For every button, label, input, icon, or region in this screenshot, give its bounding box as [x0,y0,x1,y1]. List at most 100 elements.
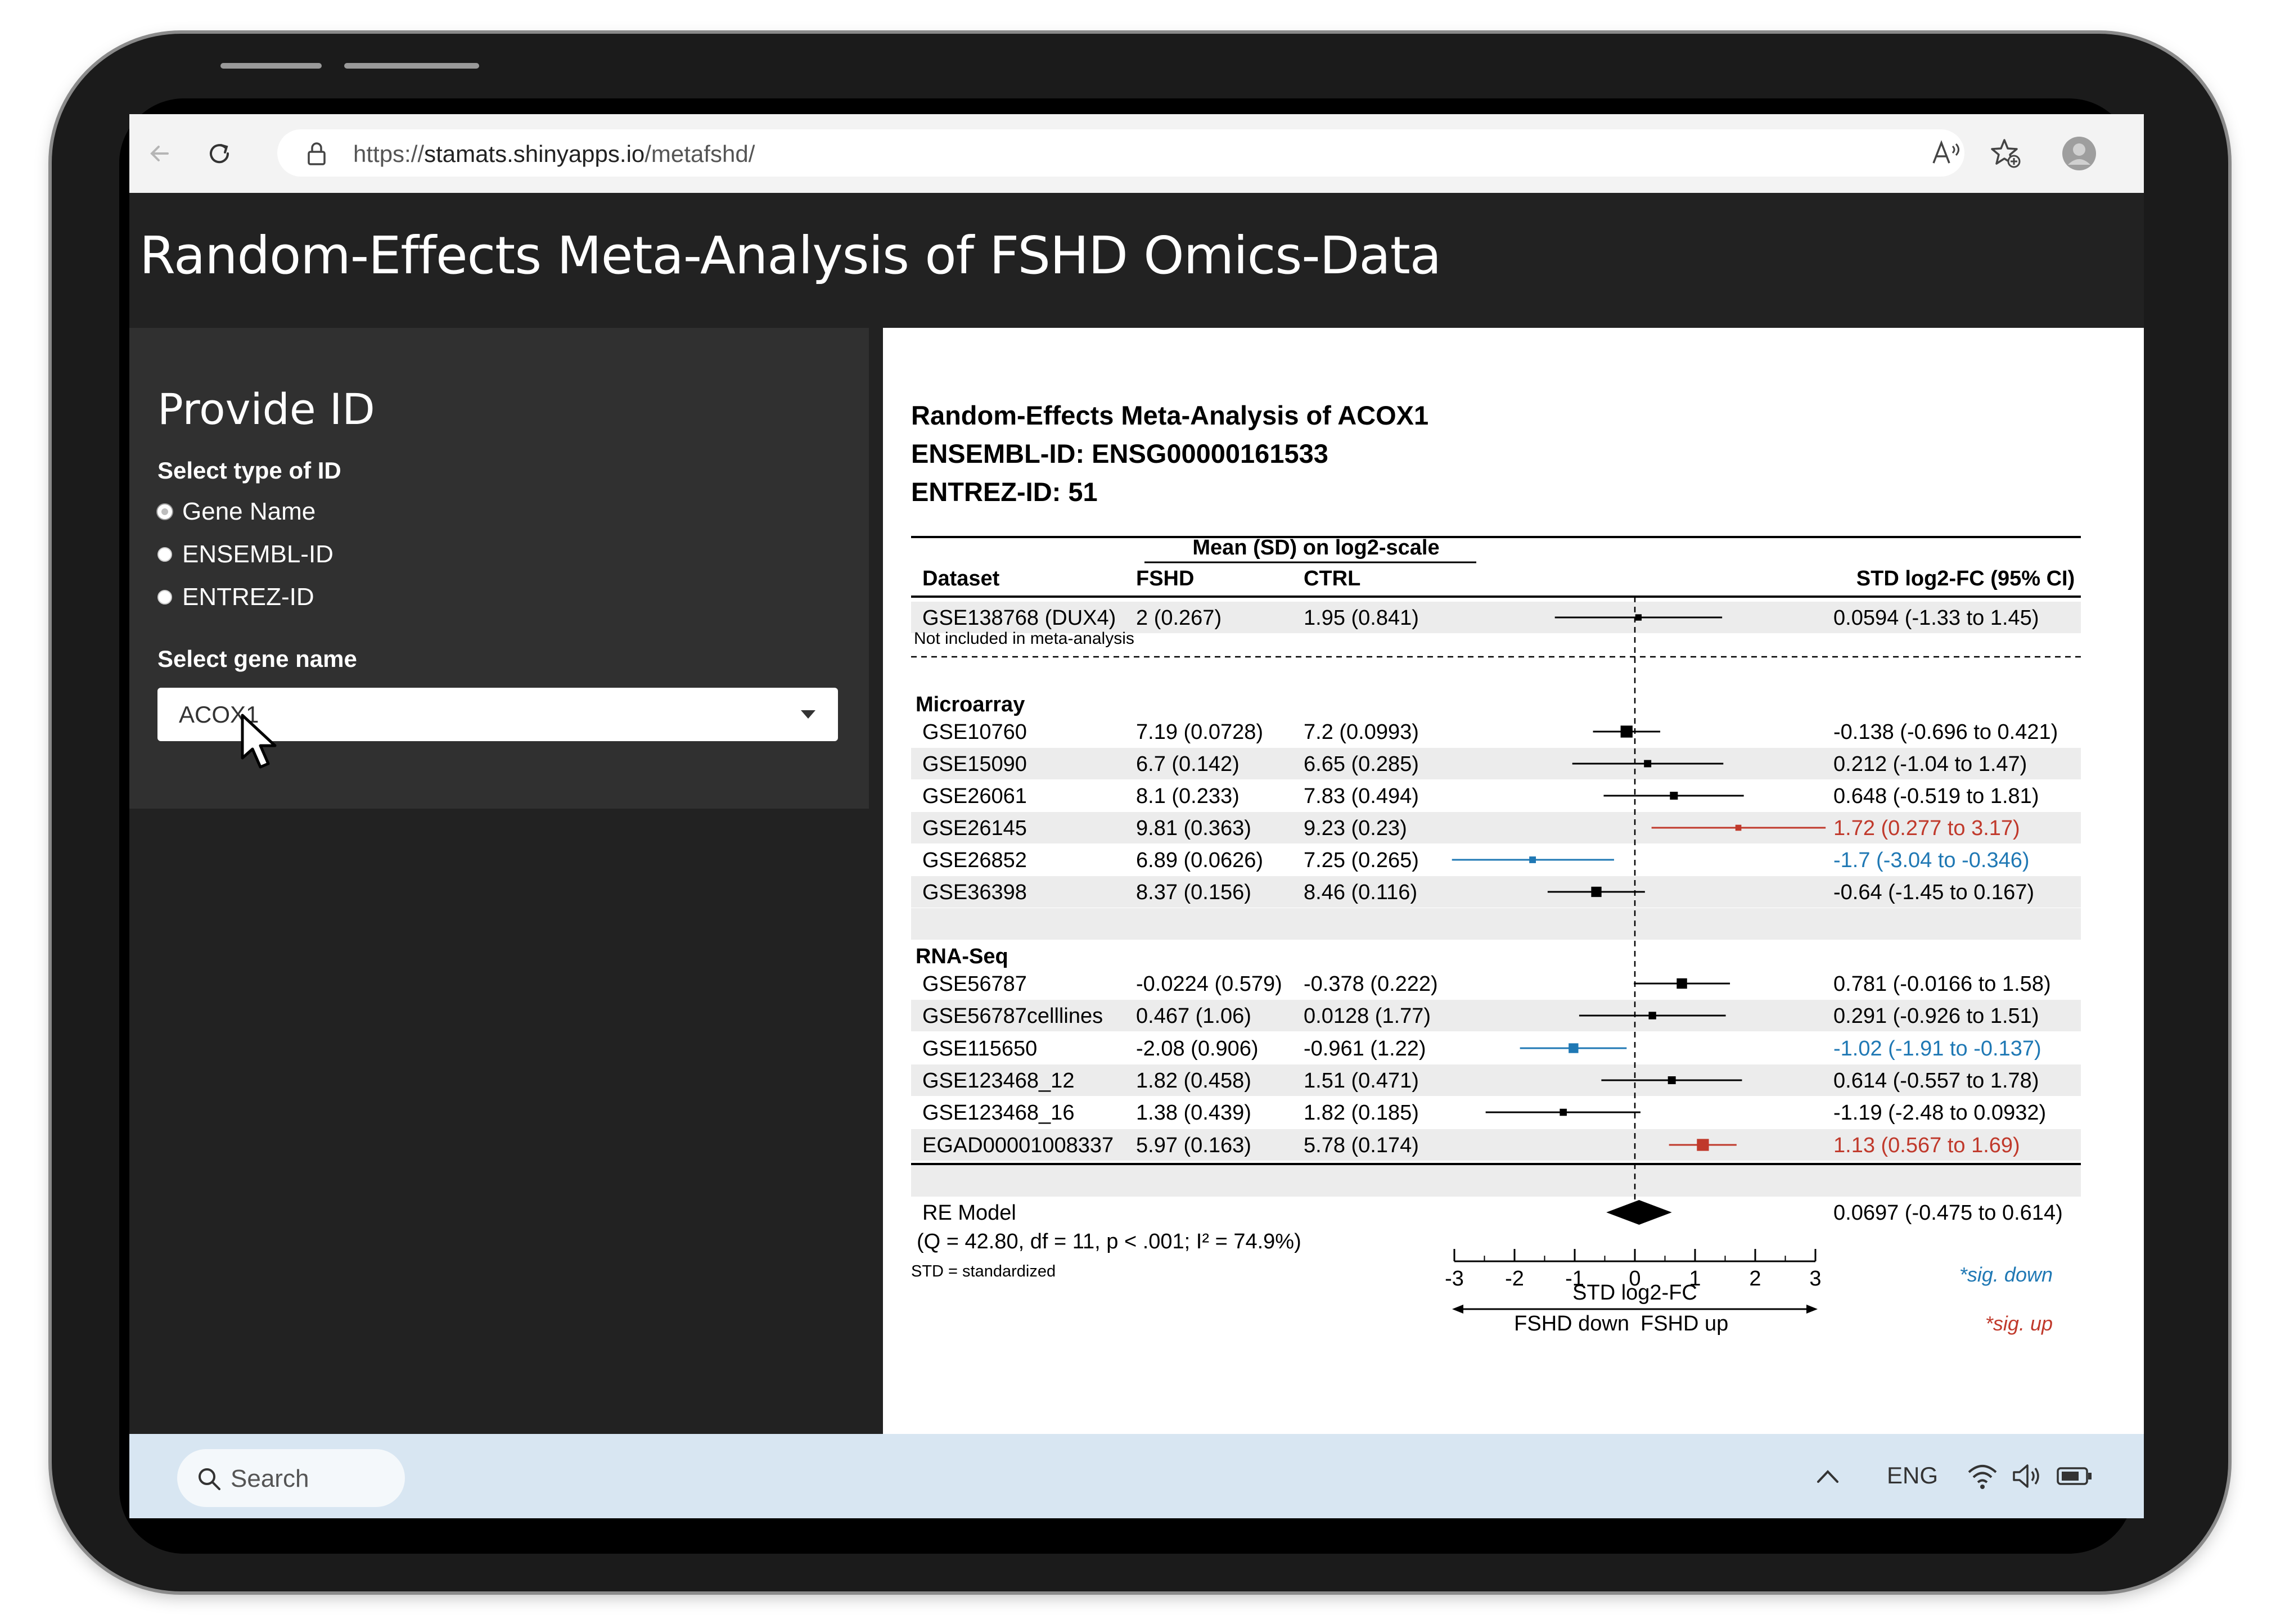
effect-ci-text: 0.781 (-0.0166 to 1.58) [1833,972,2051,996]
gene-name-select[interactable]: ACOX1 [157,688,838,741]
profile-button[interactable] [2061,136,2097,172]
lock-icon [308,142,326,165]
effect-ci-text: 0.212 (-1.04 to 1.47) [1833,752,2027,776]
row-shading [911,602,2081,633]
effect-ci-text: -1.02 (-1.91 to -0.137) [1833,1037,2041,1061]
fshd-value: 2 (0.267) [1136,606,1222,630]
tablet-top-button [220,63,322,69]
page-title: Random-Effects Meta-Analysis of FSHD Omi… [139,225,1441,286]
dataset-label: GSE26061 [922,784,1027,808]
fshd-value: -2.08 (0.906) [1136,1037,1259,1061]
direction-up-label: FSHD up [1640,1312,1728,1336]
excluded-note: Not included in meta-analysis [914,629,1134,648]
avatar-icon [2062,137,2096,170]
row-shading [911,876,2081,908]
forest-plot-panel: Random-Effects Meta-Analysis of ACOX1 EN… [883,328,2144,1436]
ctrl-value: 9.23 (0.23) [1304,816,1407,840]
effect-ci-text: -0.138 (-0.696 to 0.421) [1833,720,2058,744]
fshd-value: 1.38 (0.439) [1136,1101,1251,1125]
forest-plot: Random-Effects Meta-Analysis of ACOX1 EN… [911,400,2081,1336]
mouse-cursor-icon [241,714,277,769]
star-add-icon [1991,139,2021,168]
direction-arrow-left [1452,1305,1463,1314]
reload-button[interactable] [201,136,237,172]
dataset-label: GSE15090 [922,752,1027,776]
radio-entrez-id[interactable]: ENTREZ-ID [157,580,314,614]
id-type-label: Select type of ID [157,457,341,484]
effect-ci-text: 1.13 (0.567 to 1.69) [1833,1134,2020,1157]
effect-ci-text: -1.7 (-3.04 to -0.346) [1833,849,2030,872]
radio-ensembl-id[interactable]: ENSEMBL-ID [157,538,333,571]
wifi-icon[interactable] [1966,1461,1999,1491]
row-shading [911,748,2081,779]
effect-ci-text: 0.648 (-0.519 to 1.81) [1833,784,2039,808]
effect-ci-text: 0.614 (-0.557 to 1.78) [1833,1069,2039,1093]
search-placeholder: Search [231,1465,309,1492]
radio-gene-name[interactable]: Gene Name [157,495,316,529]
effect-square [1648,1012,1656,1019]
fshd-value: -0.0224 (0.579) [1136,972,1282,996]
x-tick-label: -3 [1445,1267,1464,1291]
ctrl-value: 7.25 (0.265) [1304,849,1419,872]
effect-square [1697,1139,1709,1151]
read-aloud-button[interactable] [1929,136,1965,172]
radio-label: ENSEMBL-ID [182,540,333,568]
x-tick-label: 3 [1809,1267,1821,1291]
ctrl-value: 7.2 (0.0993) [1304,720,1419,744]
back-button[interactable] [142,136,178,172]
sidebar-panel: Provide ID Select type of ID Gene Name E… [129,328,869,809]
language-indicator[interactable]: ENG [1887,1462,1939,1488]
row-shading [911,1000,2081,1031]
battery-icon[interactable] [2056,1465,2095,1487]
re-model-ci-text: 0.0697 (-0.475 to 0.614) [1833,1201,2063,1225]
effect-square [1667,1076,1676,1084]
fshd-value: 7.19 (0.0728) [1136,720,1263,744]
plot-title-line-2: ENSEMBL-ID: ENSG00000161533 [911,439,1328,468]
row-shading [911,1129,2081,1161]
dataset-label: GSE56787 [922,972,1027,996]
fshd-value: 8.1 (0.233) [1136,784,1240,808]
effect-ci-text: 0.0594 (-1.33 to 1.45) [1833,606,2039,630]
effect-square [1635,614,1642,621]
x-tick-label: 1 [1689,1267,1701,1291]
sidebar-heading: Provide ID [157,384,375,434]
favorite-button[interactable] [1988,136,2024,172]
ctrl-value: 5.78 (0.174) [1304,1134,1419,1157]
dataset-label: EGAD00001008337 [922,1134,1114,1157]
fshd-value: 8.37 (0.156) [1136,881,1251,904]
ctrl-value: 0.0128 (1.77) [1304,1004,1431,1028]
effect-ci-text: 0.291 (-0.926 to 1.51) [1833,1004,2039,1028]
dataset-label: GSE115650 [922,1037,1037,1061]
read-aloud-icon [1932,140,1959,164]
re-model-label: RE Model [922,1201,1016,1225]
dataset-label: GSE56787celllines [922,1004,1103,1028]
browser-toolbar: https://stamats.shinyapps.io/metafshd/ [129,114,2144,194]
effect-square [1644,760,1652,768]
column-header-dataset: Dataset [922,567,1000,590]
row-shading [911,812,2081,843]
effect-square [1676,978,1687,989]
chevron-up-icon[interactable] [1814,1465,1842,1487]
group-label-microarray: Microarray [916,693,1025,716]
dataset-label: GSE123468_16 [922,1101,1074,1125]
dataset-label: GSE36398 [922,881,1027,904]
volume-icon[interactable] [2011,1462,2044,1490]
back-arrow-icon [150,146,169,161]
direction-arrow-right [1806,1305,1818,1314]
column-header-fshd: FSHD [1136,567,1194,590]
chevron-down-icon[interactable] [801,710,815,719]
heterogeneity-stats: (Q = 42.80, df = 11, p < .001; I² = 74.9… [917,1230,1301,1253]
radio-button-selected[interactable] [157,504,172,519]
x-tick-label: -1 [1565,1267,1584,1291]
dataset-label: GSE26145 [922,816,1027,840]
ctrl-value: 1.51 (0.471) [1304,1069,1419,1093]
row-shading [911,1064,2081,1096]
address-bar[interactable]: https://stamats.shinyapps.io/metafshd/ [277,129,1964,177]
x-axis-label: STD log2-FC [1572,1281,1697,1305]
taskbar-search[interactable]: Search [177,1449,405,1507]
effect-square [1560,1108,1567,1116]
fshd-value: 5.97 (0.163) [1136,1134,1251,1157]
radio-button[interactable] [157,590,172,605]
url-text: https://stamats.shinyapps.io/metafshd/ [353,141,755,167]
radio-button[interactable] [157,547,172,562]
